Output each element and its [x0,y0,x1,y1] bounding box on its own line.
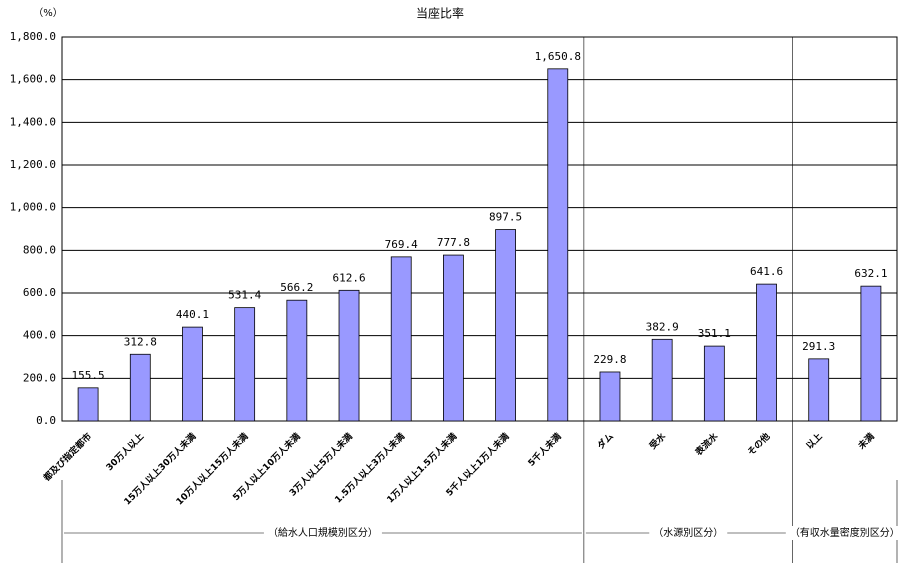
bar [286,299,308,422]
value-label: 229.8 [593,353,626,366]
bar [390,256,412,422]
value-label: 291.3 [802,340,835,353]
value-label: 566.2 [280,281,313,294]
bar [338,289,360,422]
plot-frame [61,36,898,422]
group-label: （給水人口規模別区分） [268,526,378,539]
bar [703,345,725,422]
bar [547,68,569,422]
y-tick-label: 400.0 [23,329,56,342]
group-label: （有収水量密度別区分） [790,526,900,539]
group-label-bg [649,526,728,540]
y-tick-label: 1,800.0 [10,30,56,43]
bar [756,283,777,422]
value-label: 897.5 [489,211,522,224]
value-label: 440.1 [176,308,209,321]
value-label: 382.9 [646,320,679,333]
value-label: 351.1 [698,327,731,340]
y-tick-label: 600.0 [23,286,56,299]
x-tick-label: 5千人未満 [525,430,563,468]
x-tick-label: 都及び指定都市 [40,430,94,484]
y-tick-label: 0.0 [36,414,56,427]
y-axis-label: （%） [33,7,63,19]
bar [234,307,256,422]
value-label: 632.1 [854,267,887,280]
bar [443,254,464,422]
chart-title: 当座比率 [416,6,464,21]
y-tick-label: 200.0 [23,371,56,384]
y-tick-label: 800.0 [23,243,56,256]
bar [129,353,151,422]
value-label: 612.6 [332,271,365,284]
value-label: 777.8 [437,236,470,249]
y-tick-label: 1,400.0 [10,115,56,128]
bar [860,285,882,422]
x-tick-label: 30万人以上 [103,430,146,473]
value-label: 1,650.8 [535,50,581,63]
bar [651,338,673,422]
x-tick-label: 受水 [647,430,669,452]
bar [77,387,99,422]
bar [808,358,830,422]
x-tick-label: 表流水 [692,430,721,459]
value-label: 312.8 [124,335,157,348]
x-tick-label: ダム [595,430,616,451]
x-tick-label: その他 [745,430,773,458]
value-label: 155.5 [72,369,105,382]
bar [599,371,621,422]
x-tick-label: 未満 [855,430,877,452]
x-tick-label: 以上 [803,430,824,451]
value-label: 641.6 [750,265,783,278]
y-tick-label: 1,600.0 [10,73,56,86]
bar [495,229,516,422]
value-label: 531.4 [228,289,261,302]
group-label-bg [785,526,904,540]
bar [182,326,203,422]
value-label: 769.4 [385,238,418,251]
y-tick-label: 1,000.0 [10,201,56,214]
y-tick-label: 1,200.0 [10,158,56,171]
group-label-bg [263,526,382,540]
group-label: （水源別区分） [653,526,723,539]
